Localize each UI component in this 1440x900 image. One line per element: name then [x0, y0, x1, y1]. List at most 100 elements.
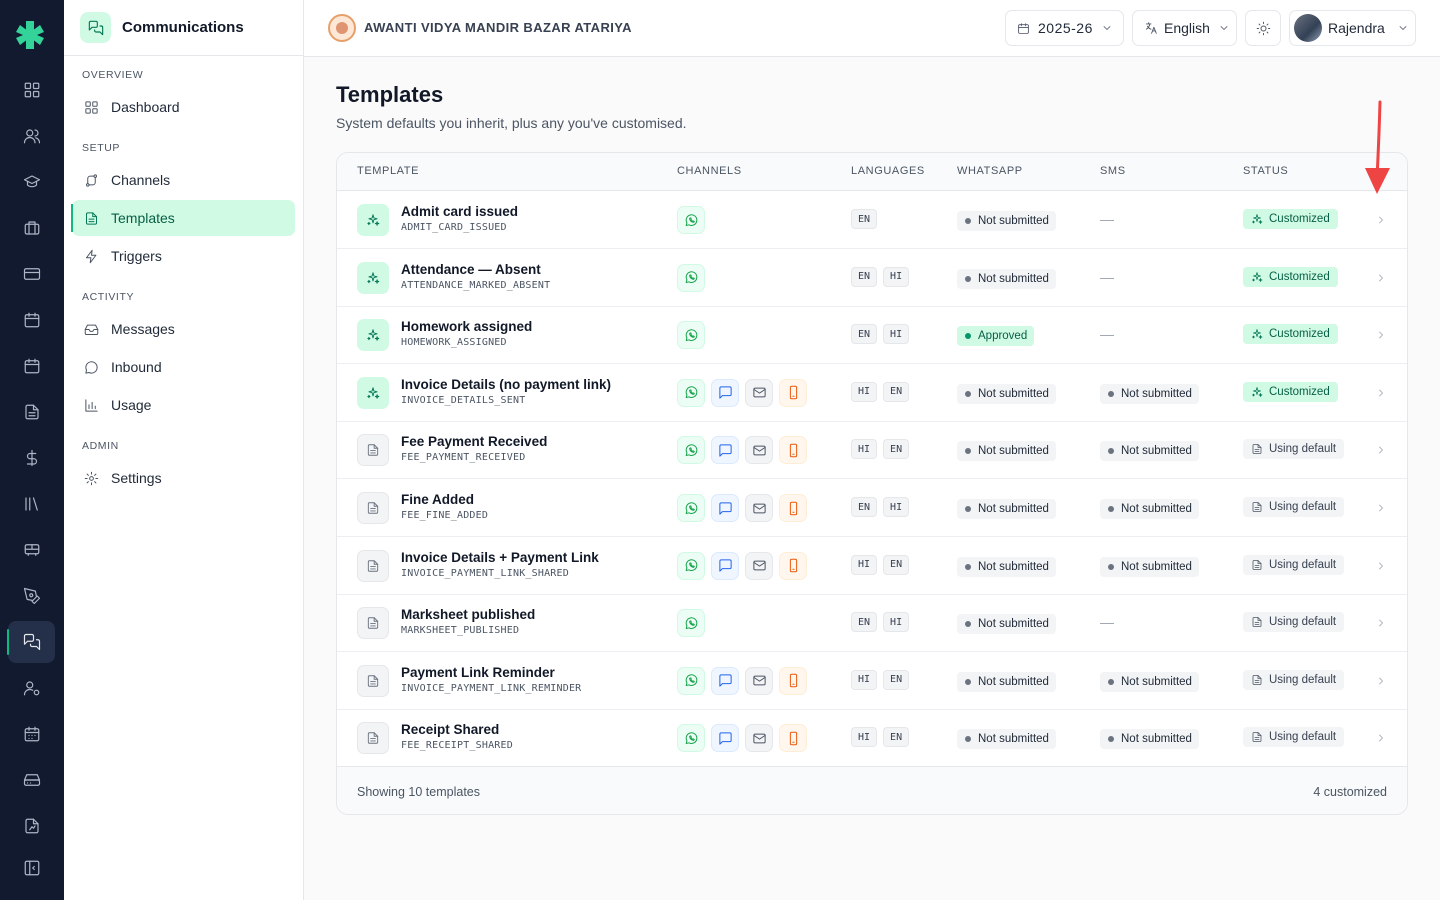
sidebar-item-settings[interactable]: Settings — [72, 460, 295, 496]
chevron-right-icon[interactable] — [1375, 617, 1387, 629]
table-row[interactable]: Marksheet published MARKSHEET_PUBLISHED EN… — [337, 594, 1407, 653]
avatar — [1294, 14, 1322, 42]
rail-library[interactable] — [8, 483, 55, 525]
user-menu-button[interactable]: Rajendra — [1289, 10, 1416, 46]
chevron-right-icon[interactable] — [1375, 444, 1387, 456]
template-name: Invoice Details (no payment link) — [401, 376, 612, 392]
messages-icon — [23, 633, 40, 651]
graduation-cap-icon — [23, 175, 40, 188]
template-status-text: Using default — [1269, 443, 1337, 456]
school-name: AWANTI VIDYA MANDIR BAZAR ATARIYA — [364, 20, 632, 35]
table-row[interactable]: Attendance — Absent ATTENDANCE_MARKED_ABS… — [337, 249, 1407, 307]
sidebar-header: Communications — [64, 0, 303, 56]
file-text-icon — [357, 664, 389, 697]
table-row[interactable]: Receipt Shared FEE_RECEIPT_SHARED HI EN Not … — [337, 709, 1407, 768]
table-row[interactable]: Invoice Details (no payment link) INVOICE… — [337, 364, 1407, 422]
section-activity: ACTIVITY — [82, 291, 135, 303]
template-status-badge: Customized — [1243, 324, 1338, 345]
template-code: FEE_PAYMENT_RECEIVED — [401, 452, 526, 464]
smartphone-icon — [779, 666, 807, 695]
section-setup: SETUP — [82, 142, 121, 154]
whatsapp-icon — [677, 321, 705, 350]
col-channels: CHANNELS — [677, 165, 742, 177]
school-logo — [328, 14, 356, 42]
language-tag: HI — [883, 266, 910, 287]
chevron-right-icon[interactable] — [1375, 329, 1387, 341]
table-row[interactable]: Payment Link Reminder INVOICE_PAYMENT_LIN… — [337, 652, 1407, 710]
rail-inventory[interactable] — [8, 759, 55, 801]
whatsapp-icon — [677, 263, 705, 292]
file-text-icon — [357, 722, 389, 755]
template-name: Fee Payment Received — [401, 434, 548, 450]
language-tag: EN — [883, 669, 910, 690]
language-list: HI EN — [851, 381, 915, 402]
sidebar-item-inbound[interactable]: Inbound — [72, 349, 295, 385]
bar-chart-icon — [85, 398, 98, 412]
chevron-right-icon[interactable] — [1375, 272, 1387, 284]
channel-list — [677, 666, 813, 695]
template-code: HOMEWORK_ASSIGNED — [401, 337, 507, 349]
rail-admissions[interactable] — [8, 575, 55, 617]
template-status-badge: Customized — [1243, 381, 1338, 402]
rail-timetable[interactable] — [8, 345, 55, 387]
collapse-sidebar-button[interactable] — [8, 847, 55, 889]
sms-icon — [711, 494, 739, 522]
template-status-text: Using default — [1269, 731, 1337, 744]
file-text-icon — [357, 434, 389, 467]
language-tag: EN — [883, 727, 910, 748]
chevron-right-icon[interactable] — [1375, 675, 1387, 687]
file-text-icon — [357, 549, 389, 582]
channel-list — [677, 551, 813, 580]
table-row[interactable]: Homework assigned HOMEWORK_ASSIGNED EN HI Ap… — [337, 306, 1407, 365]
channel-list — [677, 263, 711, 292]
rail-students[interactable] — [8, 115, 55, 157]
table-row[interactable]: Admit card issued ADMIT_CARD_ISSUED EN Not … — [337, 191, 1407, 249]
rail-attendance[interactable] — [8, 299, 55, 341]
whatsapp-status-badge: Not submitted — [957, 499, 1056, 519]
chevron-right-icon[interactable] — [1375, 502, 1387, 514]
language-select[interactable]: English — [1132, 10, 1237, 46]
rail-finance[interactable] — [8, 253, 55, 295]
language-value: English — [1164, 20, 1210, 36]
section-admin: ADMIN — [82, 440, 119, 452]
rail-documents[interactable] — [8, 391, 55, 433]
chevron-right-icon[interactable] — [1375, 732, 1387, 744]
whatsapp-status-text: Not submitted — [978, 215, 1049, 227]
sparkles-icon — [1252, 214, 1263, 224]
table-row[interactable]: Invoice Details + Payment Link INVOICE_PA… — [337, 537, 1407, 595]
rail-reports[interactable] — [8, 805, 55, 847]
main-content: Templates System defaults you inherit, p… — [304, 57, 1440, 900]
chevron-down-icon — [1103, 26, 1111, 30]
rail-staff[interactable] — [8, 207, 55, 249]
template-status-badge: Using default — [1243, 612, 1345, 633]
channel-list — [677, 206, 711, 234]
table-row[interactable]: Fee Payment Received FEE_PAYMENT_RECEIVED… — [337, 421, 1407, 480]
rail-transport[interactable] — [8, 529, 55, 571]
chevron-right-icon[interactable] — [1375, 214, 1387, 226]
rail-dashboard[interactable] — [8, 69, 55, 111]
sidebar-item-channels[interactable]: Channels — [72, 162, 295, 198]
rail-academics[interactable] — [8, 161, 55, 203]
template-name: Attendance — Absent — [401, 261, 541, 277]
sidebar-item-usage[interactable]: Usage — [72, 387, 295, 423]
chevron-right-icon[interactable] — [1375, 387, 1387, 399]
sidebar-item-triggers[interactable]: Triggers — [72, 238, 295, 274]
rail-events[interactable] — [8, 713, 55, 755]
translate-icon — [1145, 22, 1157, 34]
academic-year-select[interactable]: 2025-26 — [1005, 10, 1124, 46]
rail-user-settings[interactable] — [8, 667, 55, 709]
template-status-text: Customized — [1269, 213, 1330, 225]
language-tag: HI — [883, 324, 910, 345]
sidebar-item-templates[interactable]: Templates — [71, 200, 295, 236]
sidebar-item-dashboard[interactable]: Dashboard — [72, 89, 295, 125]
rail-communications[interactable] — [7, 621, 55, 663]
panel-left-icon — [24, 860, 39, 876]
table-row[interactable]: Fine Added FEE_FINE_ADDED EN HI Not submitte… — [337, 479, 1407, 537]
academic-year-value: 2025-26 — [1038, 20, 1093, 36]
file-icon — [1252, 617, 1262, 628]
rail-fees[interactable] — [8, 437, 55, 479]
chevron-right-icon[interactable] — [1375, 560, 1387, 572]
sidebar-item-messages[interactable]: Messages — [72, 311, 295, 347]
theme-toggle-button[interactable] — [1245, 10, 1281, 46]
app-logo-icon[interactable] — [16, 20, 44, 50]
